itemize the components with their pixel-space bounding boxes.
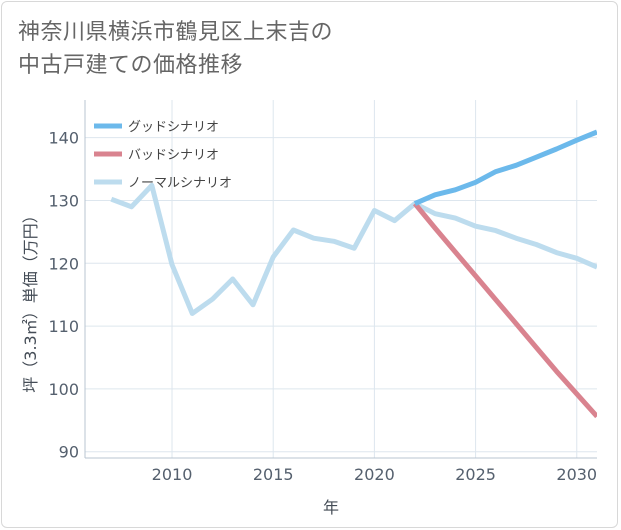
x-tick-label: 2020 <box>354 465 395 484</box>
y-tick-label: 120 <box>48 254 79 273</box>
y-tick-label: 110 <box>48 317 79 336</box>
series-lines <box>110 129 597 419</box>
chart-title-line-1: 神奈川県横浜市鶴見区上末吉の <box>18 20 334 45</box>
legend-label: ノーマルシナリオ <box>128 176 232 191</box>
series-line-2 <box>110 182 597 316</box>
x-tick-label: 2015 <box>253 465 294 484</box>
chart-title: 神奈川県横浜市鶴見区上末吉の 中古戸建ての価格推移 <box>18 16 333 82</box>
y-axis-ticks: 90 100 110 120 130 140 <box>48 129 79 462</box>
y-tick-label: 140 <box>48 129 79 148</box>
series-line-0 <box>413 129 597 206</box>
series-line-1 <box>412 202 597 419</box>
y-tick-label: 90 <box>59 443 79 462</box>
y-tick-label: 100 <box>48 380 79 399</box>
x-axis-ticks: 2010 2015 2020 2025 2030 <box>152 465 597 484</box>
x-tick-label: 2025 <box>455 465 496 484</box>
legend-label: バッドシナリオ <box>128 148 219 163</box>
x-tick-label: 2010 <box>152 465 193 484</box>
x-tick-label: 2030 <box>556 465 597 484</box>
y-axis-label: 坪（3.3㎡）単価（万円） <box>21 207 40 392</box>
y-tick-label: 130 <box>48 191 79 210</box>
chart-title-line-2: 中古戸建ての価格推移 <box>18 53 244 78</box>
legend-label: グッドシナリオ <box>128 120 219 135</box>
x-axis-label: 年 <box>323 498 339 517</box>
